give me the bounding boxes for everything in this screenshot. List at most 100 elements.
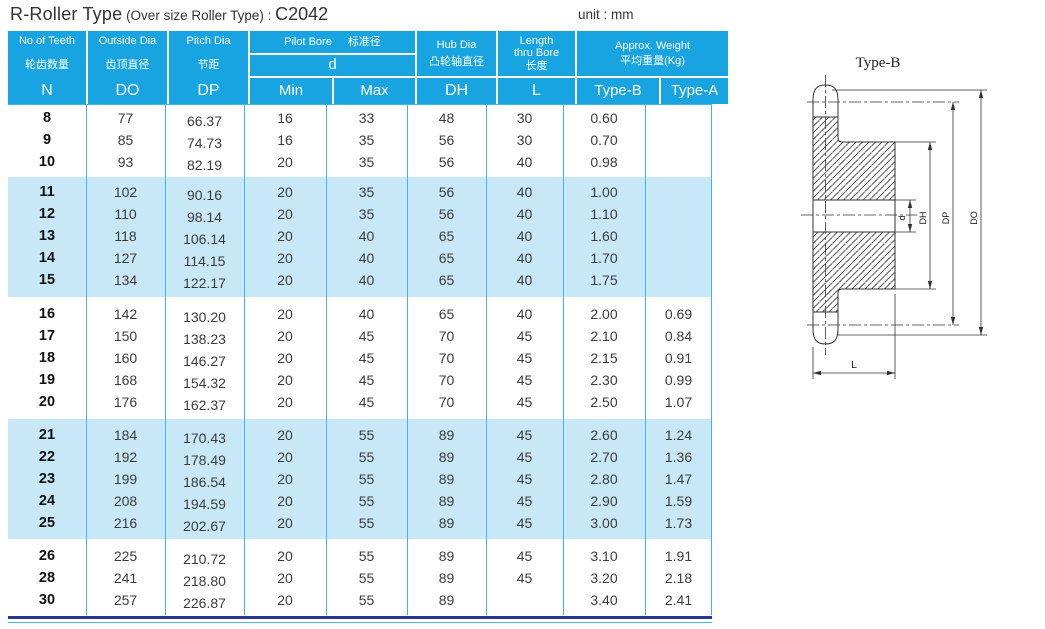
cell-dp: 82.19 bbox=[186, 157, 223, 173]
title-model: C2042 bbox=[275, 4, 329, 24]
cell-type_b: 0.70 bbox=[590, 132, 618, 148]
title-sub: (Over size Roller Type) : bbox=[122, 8, 276, 23]
cell-min: 20 bbox=[277, 449, 293, 465]
table-row: 15 134 122.17 20 40 65 40 1.75 bbox=[8, 269, 712, 291]
cell-n: 10 bbox=[38, 154, 56, 170]
cell-max: 35 bbox=[358, 132, 375, 148]
cell-dp: 186.54 bbox=[183, 474, 226, 490]
cell-type_a: 1.73 bbox=[664, 515, 693, 531]
cell-do: 77 bbox=[117, 110, 134, 126]
cell-l: 45 bbox=[516, 427, 533, 443]
cell-n: 25 bbox=[38, 515, 56, 531]
table-row: 26 225 210.72 20 55 89 45 3.10 1.91 bbox=[8, 545, 712, 567]
table-row: 10 93 82.19 20 35 56 40 0.98 bbox=[8, 151, 712, 173]
cell-dp: 138.23 bbox=[183, 331, 226, 347]
header-outside-dia: Outside Dia 齿顶直径 DO bbox=[88, 31, 167, 104]
header-hub-en: Hub Dia bbox=[436, 38, 477, 51]
type-b-drawing: Type-B d bbox=[801, 55, 987, 379]
cell-n: 9 bbox=[42, 132, 52, 148]
cell-type_a: 0.99 bbox=[664, 372, 693, 388]
cell-type_b: 1.75 bbox=[590, 272, 618, 288]
cell-min: 20 bbox=[277, 548, 293, 564]
cell-type_b: 2.00 bbox=[590, 306, 618, 322]
cell-max: 55 bbox=[358, 592, 375, 608]
cell-max: 40 bbox=[358, 228, 375, 244]
cell-dh: 56 bbox=[438, 132, 455, 148]
column-gridline bbox=[165, 105, 166, 615]
cell-max: 45 bbox=[358, 372, 375, 388]
table-row: 23 199 186.54 20 55 89 45 2.80 1.47 bbox=[8, 468, 712, 490]
label-l: L bbox=[851, 359, 857, 371]
header-hub-cn: 凸轮轴直径 bbox=[429, 56, 484, 68]
cell-l: 40 bbox=[516, 306, 533, 322]
cell-type_b: 1.70 bbox=[590, 250, 618, 266]
table-row: 9 85 74.73 16 35 56 30 0.70 bbox=[8, 129, 712, 151]
cell-type_a: 2.18 bbox=[664, 570, 693, 586]
cell-max: 55 bbox=[358, 427, 375, 443]
header-pilot-en: Pilot Bore bbox=[284, 35, 332, 48]
row-group: 8 77 66.37 16 33 48 30 0.60 9 85 74.73 16 35 56 30 0.70… bbox=[8, 105, 712, 177]
cell-type_b: 2.60 bbox=[590, 427, 618, 443]
cell-dp: 122.17 bbox=[183, 275, 226, 291]
cell-n: 19 bbox=[38, 372, 56, 388]
cell-dp: 194.59 bbox=[183, 496, 226, 512]
row-group: 26 225 210.72 20 55 89 45 3.10 1.91 28 241 218.80 20… bbox=[8, 539, 712, 615]
table-row: 22 192 178.49 20 55 89 45 2.70 1.36 bbox=[8, 446, 712, 468]
cell-min: 20 bbox=[277, 493, 293, 509]
header-type-b: Type-B bbox=[577, 78, 659, 104]
cell-min: 20 bbox=[277, 515, 293, 531]
cell-min: 20 bbox=[277, 372, 293, 388]
cell-max: 55 bbox=[358, 548, 375, 564]
cell-l: 45 bbox=[516, 570, 533, 586]
cell-do: 208 bbox=[113, 493, 138, 509]
arrowheads bbox=[813, 90, 984, 376]
header-max: Max bbox=[334, 78, 415, 104]
cell-max: 45 bbox=[358, 394, 375, 410]
cell-max: 45 bbox=[358, 350, 375, 366]
cell-min: 20 bbox=[277, 154, 293, 170]
cell-min: 20 bbox=[277, 228, 293, 244]
cell-dp: 202.67 bbox=[183, 518, 226, 534]
cell-type_b: 3.00 bbox=[590, 515, 618, 531]
cell-dh: 89 bbox=[438, 515, 455, 531]
cell-do: 127 bbox=[113, 250, 138, 266]
header-pitch-en: Pitch Dia bbox=[186, 35, 231, 47]
cell-l: 45 bbox=[516, 471, 533, 487]
cell-n: 23 bbox=[38, 471, 56, 487]
column-gridline bbox=[711, 105, 712, 615]
cell-dh: 56 bbox=[438, 154, 455, 170]
cell-dp: 170.43 bbox=[183, 430, 226, 446]
drawing-caption: Type-B bbox=[856, 55, 901, 71]
cell-min: 20 bbox=[277, 206, 293, 222]
label-dp: DP bbox=[941, 212, 951, 225]
table-row: 28 241 218.80 20 55 89 45 3.20 2.18 bbox=[8, 567, 712, 589]
cell-do: 225 bbox=[113, 548, 138, 564]
cell-n: 13 bbox=[38, 228, 56, 244]
cell-do: 142 bbox=[113, 306, 138, 322]
cell-dh: 89 bbox=[438, 471, 455, 487]
cell-min: 20 bbox=[277, 350, 293, 366]
cell-min: 20 bbox=[277, 394, 293, 410]
table-header: No.of Teeth 轮齿数量 N Outside Dia 齿顶直径 DO P… bbox=[8, 31, 728, 104]
header-min: Min bbox=[250, 78, 332, 104]
table-row: 18 160 146.27 20 45 70 45 2.15 0.91 bbox=[8, 347, 712, 369]
header-hub-sym: DH bbox=[417, 78, 496, 104]
cell-type_b: 3.10 bbox=[590, 548, 618, 564]
cell-type_a: 0.69 bbox=[664, 306, 693, 322]
cell-dh: 89 bbox=[438, 493, 455, 509]
cell-type_b: 3.20 bbox=[590, 570, 618, 586]
table-body: 8 77 66.37 16 33 48 30 0.60 9 85 74.73 16 35 56 30 0.70… bbox=[8, 104, 712, 615]
table-row: 16 142 130.20 20 40 65 40 2.00 0.69 bbox=[8, 303, 712, 325]
cell-type_a: 1.36 bbox=[664, 449, 693, 465]
table-row: 13 118 106.14 20 40 65 40 1.60 bbox=[8, 225, 712, 247]
cell-dp: 154.32 bbox=[183, 375, 226, 391]
table-row: 11 102 90.16 20 35 56 40 1.00 bbox=[8, 181, 712, 203]
cell-dh: 65 bbox=[438, 306, 455, 322]
cell-min: 20 bbox=[277, 570, 293, 586]
row-group: 11 102 90.16 20 35 56 40 1.00 12 110 98.14 20 35 56 40… bbox=[8, 177, 712, 297]
cell-min: 20 bbox=[277, 427, 293, 443]
cell-n: 11 bbox=[39, 184, 55, 200]
header-teeth: No.of Teeth 轮齿数量 N bbox=[8, 31, 86, 104]
label-dh: DH bbox=[918, 212, 928, 225]
